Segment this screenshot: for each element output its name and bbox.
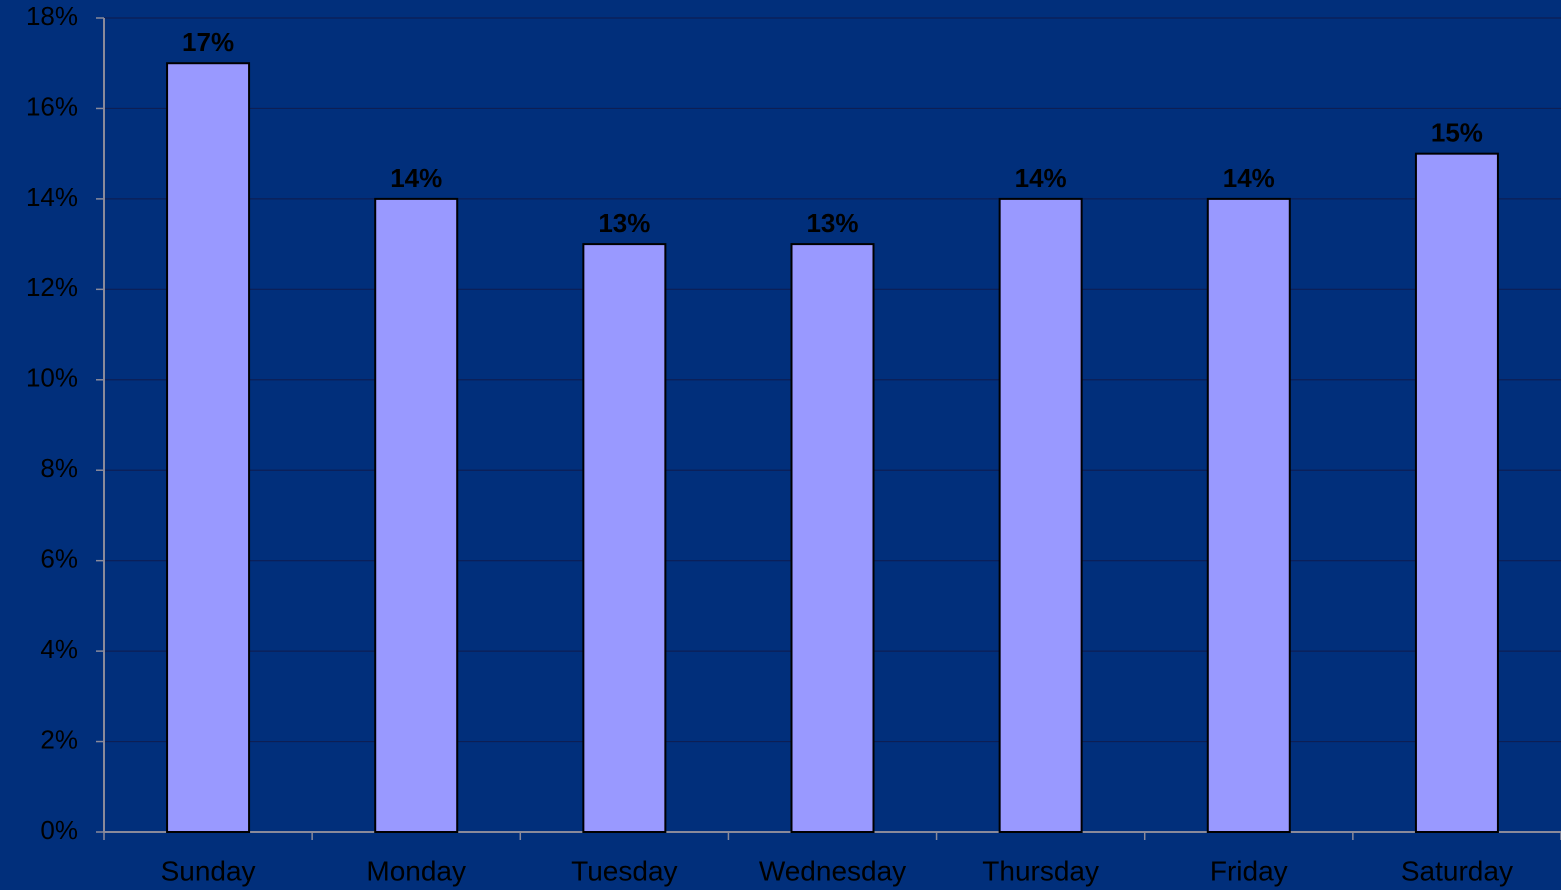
data-label: 14% (1015, 163, 1067, 193)
bar (790, 243, 875, 834)
bar (166, 62, 251, 833)
x-tick-label: Sunday (161, 855, 256, 886)
x-tick-label: Wednesday (759, 855, 906, 886)
y-tick-label: 8% (40, 453, 78, 483)
y-tick-label: 12% (26, 272, 78, 302)
data-label: 17% (182, 27, 234, 57)
bar (1414, 152, 1499, 833)
x-tick-label: Saturday (1401, 855, 1513, 886)
data-label: 13% (806, 208, 858, 238)
x-tick-label: Tuesday (571, 855, 677, 886)
data-label: 15% (1431, 118, 1483, 148)
y-tick-label: 6% (40, 544, 78, 574)
bar (582, 243, 667, 834)
y-tick-label: 0% (40, 815, 78, 845)
x-tick-label: Monday (366, 855, 466, 886)
y-tick-label: 10% (26, 363, 78, 393)
y-tick-label: 2% (40, 724, 78, 754)
data-label: 14% (390, 163, 442, 193)
bar (374, 197, 459, 833)
bar (1206, 197, 1291, 833)
y-tick-label: 4% (40, 634, 78, 664)
y-tick-label: 18% (26, 1, 78, 31)
y-tick-label: 14% (26, 182, 78, 212)
y-tick-label: 16% (26, 91, 78, 121)
data-label: 13% (598, 208, 650, 238)
bar (998, 197, 1083, 833)
x-tick-label: Friday (1210, 855, 1288, 886)
data-label: 14% (1223, 163, 1275, 193)
x-tick-label: Thursday (982, 855, 1099, 886)
